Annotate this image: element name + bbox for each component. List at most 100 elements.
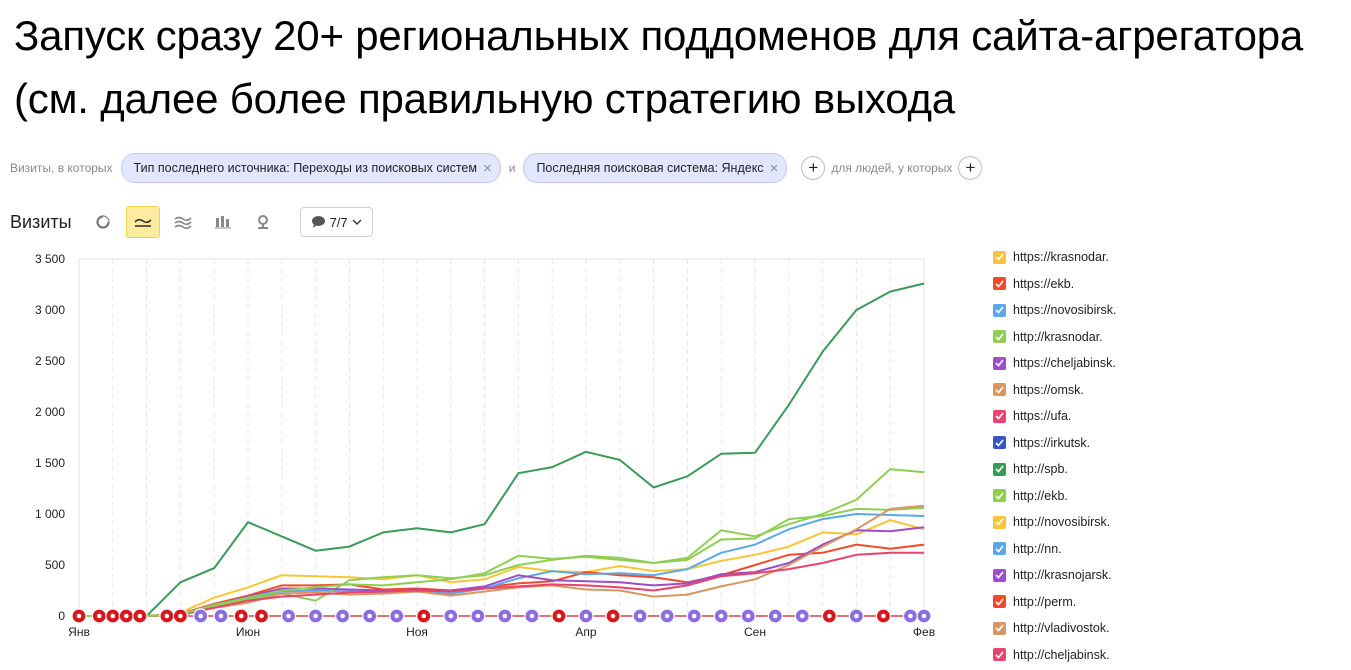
legend-item[interactable]: http://nn. bbox=[993, 536, 1117, 563]
comment-icon bbox=[311, 216, 325, 228]
legend-item[interactable]: https://krasnodar. bbox=[993, 244, 1117, 271]
checkbox-icon[interactable] bbox=[993, 542, 1006, 556]
y-tick-label: 0 bbox=[58, 609, 65, 623]
line-chart-button[interactable] bbox=[125, 206, 160, 238]
filter-chip-label: Последняя поисковая система: Яндекс bbox=[536, 161, 764, 175]
event-annotation-dot bbox=[745, 613, 751, 619]
legend-item[interactable]: http://spb. bbox=[993, 456, 1117, 483]
event-annotation-dot bbox=[772, 613, 778, 619]
x-tick-label: Июн bbox=[236, 625, 260, 639]
checkbox-icon[interactable] bbox=[993, 621, 1006, 635]
event-annotation-dot bbox=[137, 613, 143, 619]
event-annotation-dot bbox=[367, 613, 372, 619]
event-annotation-dot bbox=[394, 613, 400, 619]
x-tick-label: Апр bbox=[575, 625, 597, 639]
pie-chart-button[interactable] bbox=[86, 206, 120, 238]
chart-legend: https://krasnodar. https://ekb. https://no… bbox=[993, 244, 1117, 668]
legend-item[interactable]: http://krasnojarsk. bbox=[993, 562, 1117, 589]
event-annotation-dot bbox=[610, 613, 616, 619]
event-annotation-dot bbox=[556, 613, 562, 619]
event-annotation-dot bbox=[583, 613, 589, 619]
legend-label: http://krasnodar. bbox=[1013, 329, 1103, 344]
event-annotation-dot bbox=[475, 613, 481, 619]
segment-filters: Визиты, в которых Тип последнего источни… bbox=[10, 153, 988, 183]
legend-item[interactable]: http://cheljabinsk. bbox=[993, 642, 1117, 669]
legend-item[interactable]: https://omsk. bbox=[993, 377, 1117, 404]
map-button[interactable] bbox=[246, 206, 280, 238]
event-annotation-dot bbox=[908, 613, 913, 619]
checkbox-icon[interactable] bbox=[993, 436, 1006, 450]
plus-icon: + bbox=[808, 158, 819, 177]
event-annotation-dot bbox=[313, 613, 318, 619]
legend-label: https://omsk. bbox=[1013, 382, 1084, 397]
legend-label: http://novosibirsk. bbox=[1013, 515, 1111, 530]
series-line bbox=[79, 551, 924, 617]
event-annotation-dot bbox=[259, 613, 264, 619]
event-annotation-dot bbox=[691, 613, 697, 619]
legend-item[interactable]: http://perm. bbox=[993, 589, 1117, 616]
legend-item[interactable]: https://ufa. bbox=[993, 403, 1117, 430]
event-annotation-dot bbox=[198, 613, 203, 619]
legend-label: http://perm. bbox=[1013, 594, 1077, 609]
series-select[interactable]: 7/7 bbox=[299, 207, 373, 237]
people-filter-label: для людей, у которых bbox=[831, 161, 953, 175]
checkbox-icon[interactable] bbox=[993, 356, 1006, 370]
checkbox-icon[interactable] bbox=[993, 462, 1006, 476]
checkbox-icon[interactable] bbox=[993, 330, 1006, 344]
checkbox-icon[interactable] bbox=[993, 489, 1006, 503]
y-tick-label: 1 500 bbox=[35, 456, 65, 470]
checkbox-icon[interactable] bbox=[993, 303, 1006, 317]
chevron-down-icon bbox=[352, 219, 362, 225]
metric-label: Визиты bbox=[10, 211, 72, 232]
pie-chart-icon bbox=[95, 215, 110, 229]
legend-item[interactable]: http://novosibirsk. bbox=[993, 509, 1117, 536]
bar-chart-button[interactable] bbox=[206, 206, 240, 238]
legend-item[interactable]: http://vladivostok. bbox=[993, 615, 1117, 642]
event-annotation-dot bbox=[529, 613, 535, 619]
legend-label: https://ufa. bbox=[1013, 409, 1072, 424]
x-tick-label: Фев bbox=[913, 625, 935, 639]
legend-label: http://cheljabinsk. bbox=[1013, 647, 1110, 662]
legend-item[interactable]: http://krasnodar. bbox=[993, 324, 1117, 351]
legend-item[interactable]: https://ekb. bbox=[993, 271, 1117, 298]
event-annotation-dot bbox=[76, 613, 82, 619]
legend-item[interactable]: http://ekb. bbox=[993, 483, 1117, 510]
legend-item[interactable]: https://novosibirsk. bbox=[993, 297, 1117, 324]
filter-and-label: и bbox=[508, 161, 516, 175]
y-tick-label: 3 000 bbox=[35, 303, 65, 317]
event-annotation-dot bbox=[854, 613, 859, 619]
add-filter-button[interactable]: + bbox=[801, 156, 826, 180]
checkbox-icon[interactable] bbox=[993, 595, 1006, 609]
event-annotation-dot bbox=[718, 613, 724, 619]
checkbox-icon[interactable] bbox=[993, 250, 1006, 264]
filter-chip-search-engine[interactable]: Последняя поисковая система: Яндекс × bbox=[523, 153, 788, 183]
close-icon[interactable]: × bbox=[769, 159, 779, 177]
map-pin-icon bbox=[257, 215, 268, 229]
legend-item[interactable]: https://irkutsk. bbox=[993, 430, 1117, 457]
legend-label: https://novosibirsk. bbox=[1013, 303, 1117, 318]
y-tick-label: 3 500 bbox=[35, 252, 65, 266]
event-annotation-dot bbox=[218, 613, 224, 619]
chart-toolbar: Визиты 7/7 bbox=[10, 205, 373, 239]
event-annotation-dot bbox=[448, 613, 454, 619]
checkbox-icon[interactable] bbox=[993, 383, 1006, 397]
event-annotation-dot bbox=[340, 613, 345, 619]
checkbox-icon[interactable] bbox=[993, 648, 1006, 662]
y-tick-label: 500 bbox=[45, 558, 65, 572]
filter-chip-label: Тип последнего источника: Переходы из по… bbox=[133, 161, 477, 175]
legend-item[interactable]: https://cheljabinsk. bbox=[993, 350, 1117, 377]
event-annotation-dot bbox=[286, 613, 291, 619]
filter-chip-source-type[interactable]: Тип последнего источника: Переходы из по… bbox=[120, 153, 501, 183]
event-annotation-dot bbox=[637, 613, 643, 619]
legend-label: https://krasnodar. bbox=[1013, 250, 1109, 265]
checkbox-icon[interactable] bbox=[993, 568, 1006, 582]
stacked-area-icon bbox=[174, 216, 192, 229]
checkbox-icon[interactable] bbox=[993, 515, 1006, 529]
legend-label: http://ekb. bbox=[1013, 488, 1068, 503]
close-icon[interactable]: × bbox=[482, 159, 492, 177]
event-annotation-dot bbox=[110, 613, 116, 619]
checkbox-icon[interactable] bbox=[993, 409, 1006, 423]
checkbox-icon[interactable] bbox=[993, 277, 1006, 291]
add-people-filter-button[interactable]: + bbox=[958, 156, 983, 180]
stacked-area-button[interactable] bbox=[166, 206, 200, 238]
